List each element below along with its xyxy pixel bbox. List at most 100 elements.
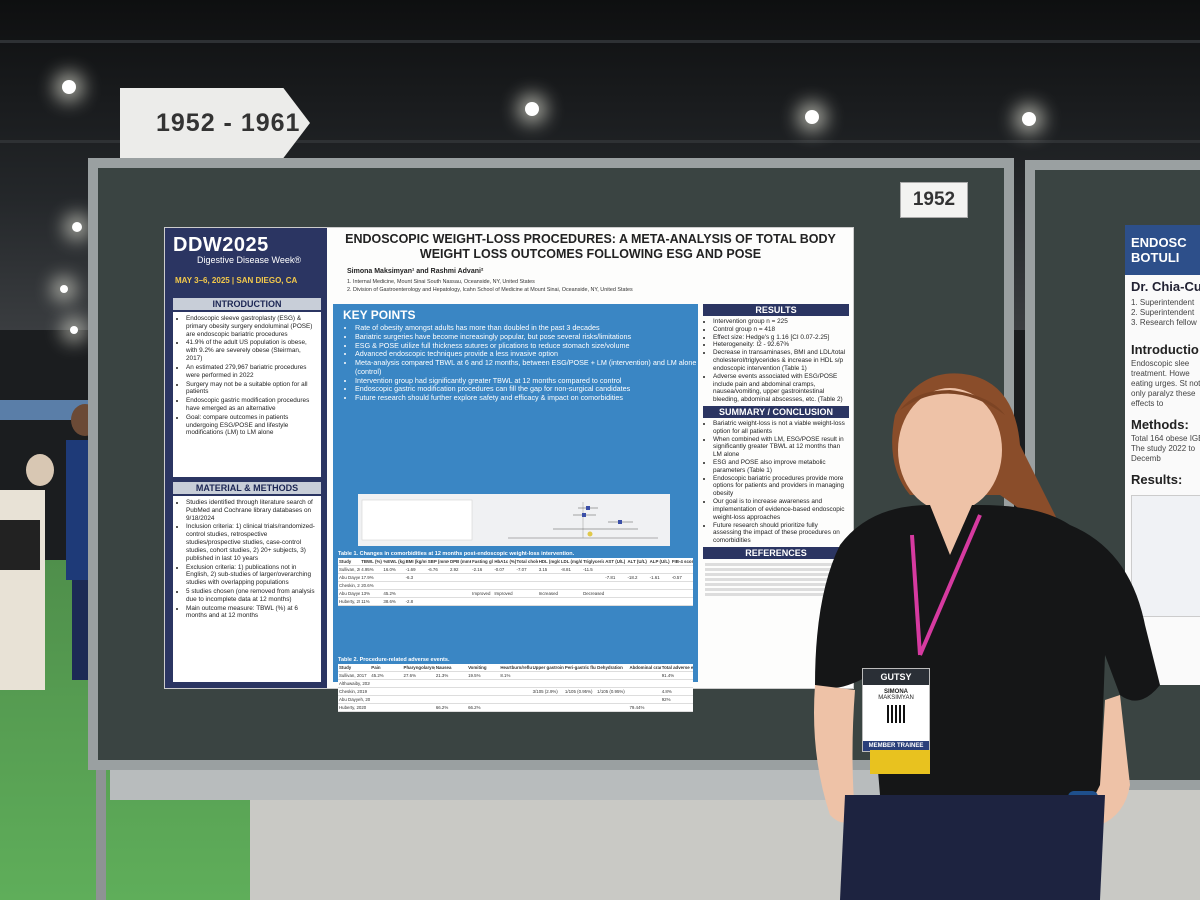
results-heading: RESULTS: [703, 304, 849, 316]
ddw-logo: DDW2025 Digestive Disease Week®: [173, 234, 323, 274]
table-cell: -2.16: [471, 566, 494, 574]
table-header-cell: BMI (kg/m²): [404, 559, 427, 566]
badge-brand: GUTSY: [863, 669, 929, 685]
badge-name: SIMONA: [884, 689, 908, 695]
table-cell: 4.8%: [660, 688, 693, 696]
ceiling-light: [60, 285, 68, 293]
table-comorbidities: Table 1. Changes in comorbidities at 12 …: [338, 550, 693, 606]
table-cell: [404, 582, 427, 590]
methods-list: Studies identified through literature se…: [173, 496, 321, 682]
table-cell: [404, 590, 427, 598]
table-cell: [471, 574, 494, 582]
neighbor-poster-author: Dr. Chia-Cu: [1131, 279, 1200, 294]
table-cell: 3.15: [537, 566, 560, 574]
table-cell: Cheskin, 2019: [338, 688, 371, 696]
table-cell: [563, 680, 597, 688]
affiliation-line: 2. Division of Gastroenterology and Hepa…: [347, 286, 633, 293]
table-cell: 45.2%: [370, 672, 403, 680]
table-cell: [660, 704, 693, 712]
introduction-item: 41.9% of the adult US population is obes…: [186, 339, 317, 362]
table-cell: [402, 680, 435, 688]
neighbor-poster-affil: 2. Superintendent: [1131, 308, 1195, 317]
table-cell: [448, 582, 472, 590]
table-adverse-events: Table 2. Procedure-related adverse event…: [338, 656, 693, 712]
neighbor-poster-intro-text: Endoscopic slee treatment. Howe eating u…: [1131, 359, 1200, 408]
table-cell: [499, 696, 532, 704]
lanyard: [910, 534, 922, 656]
methods-heading: MATERIAL & METHODS: [173, 482, 321, 494]
table-cell: 79.44%: [628, 704, 661, 712]
table2-caption: Table 2. Procedure-related adverse event…: [338, 656, 693, 664]
poster-right-column: RESULTS Intervention group n = 225 Contr…: [703, 304, 849, 600]
table-cell: [426, 574, 449, 582]
neighbor-poster-affil: 3. Research fellow: [1131, 318, 1197, 327]
table-cell: [537, 582, 560, 590]
table-cell: -6.76: [426, 566, 449, 574]
presenter-face: [898, 388, 1002, 512]
methods-item: Exclusion criteria: 1) publications not …: [186, 564, 317, 587]
table-header-cell: Total adverse events reported: [660, 664, 693, 672]
table-cell: [493, 574, 516, 582]
results-item: Intervention group n = 225: [713, 318, 847, 326]
table-cell: -2.8: [404, 598, 427, 606]
table-cell: [493, 598, 516, 606]
table-header-cell: HbA1c (%): [493, 559, 516, 566]
table-cell: [402, 696, 435, 704]
ceiling-light: [1022, 112, 1036, 126]
table-cell: [628, 688, 661, 696]
table-cell: [434, 696, 468, 704]
methods-item: Main outcome measure: TBWL (%) at 6 mont…: [186, 605, 317, 621]
table-header-cell: Fasting glucose (mg/dL): [471, 559, 494, 566]
key-points-panel: KEY POINTS Rate of obesity amongst adult…: [333, 304, 698, 712]
table-header-cell: Abdominal cramps: [628, 665, 661, 672]
badge-surname: MAKSIMYAN: [878, 695, 914, 701]
board-leg: [96, 770, 106, 900]
poster-title: ENDOSCOPIC WEIGHT-LOSS PROCEDURES: A MET…: [345, 232, 836, 261]
table-cell: [537, 598, 560, 606]
table-cell: 91.4%: [660, 672, 693, 680]
table-cell: -7.07: [515, 566, 538, 574]
table-cell: 1/105 (0.95%): [563, 688, 597, 696]
table-cell: -7.81: [604, 574, 627, 582]
table-header-cell: HDL (mg/dL): [537, 559, 560, 566]
table-cell: [596, 680, 629, 688]
table-cell: [670, 590, 693, 598]
results-item: Decrease in transaminases, BMI and LDL/t…: [713, 349, 847, 372]
table-cell: 66.2%: [467, 704, 500, 712]
table-cell: [596, 696, 629, 704]
results-item: Effect size: Hedge's g 1.16 [CI 0.07-2.2…: [713, 334, 847, 342]
table-cell: [626, 590, 649, 598]
table-cell: -1.61: [648, 574, 671, 582]
presenter-arm-right: [1085, 695, 1130, 825]
table-cell: [499, 680, 532, 688]
ceiling-light: [805, 110, 819, 124]
table-cell: Huberty, 2020: [338, 599, 361, 606]
table-cell: Improved: [471, 590, 494, 598]
table-cell: [531, 696, 564, 704]
references-heading: REFERENCES: [703, 546, 849, 559]
table-cell: [434, 688, 468, 696]
key-point-item: Endoscopic gastric modification procedur…: [355, 385, 705, 394]
ceiling-truss: [0, 40, 1200, 43]
ceiling-light: [70, 326, 78, 334]
year-range-sign: 1952 - 1961: [120, 88, 310, 158]
introduction-heading: INTRODUCTION: [173, 298, 321, 310]
table-cell: [515, 574, 538, 582]
table-header-cell: Study: [338, 664, 371, 672]
summary-item: Bariatric weight-loss is not a viable we…: [713, 420, 847, 436]
presenter-arm-left: [814, 685, 855, 823]
key-points-list: Rate of obesity amongst adults has more …: [343, 323, 705, 403]
table-cell: [596, 704, 629, 712]
table-cell: [648, 566, 671, 574]
table-cell: 4.95%: [360, 566, 383, 574]
table-cell: [628, 672, 661, 680]
table-cell: [559, 590, 583, 598]
neighbor-poster-affil: 1. Superintendent: [1131, 298, 1195, 307]
ceiling-truss: [0, 140, 1200, 143]
introduction-list: Endoscopic sleeve gastroplasty (ESG) & p…: [173, 312, 321, 477]
results-item: Heterogeneity: I2 - 92.67%: [713, 341, 847, 349]
table-cell: [559, 582, 583, 590]
table-cell: [493, 582, 516, 590]
introduction-item: Endoscopic gastric modification procedur…: [186, 397, 317, 413]
